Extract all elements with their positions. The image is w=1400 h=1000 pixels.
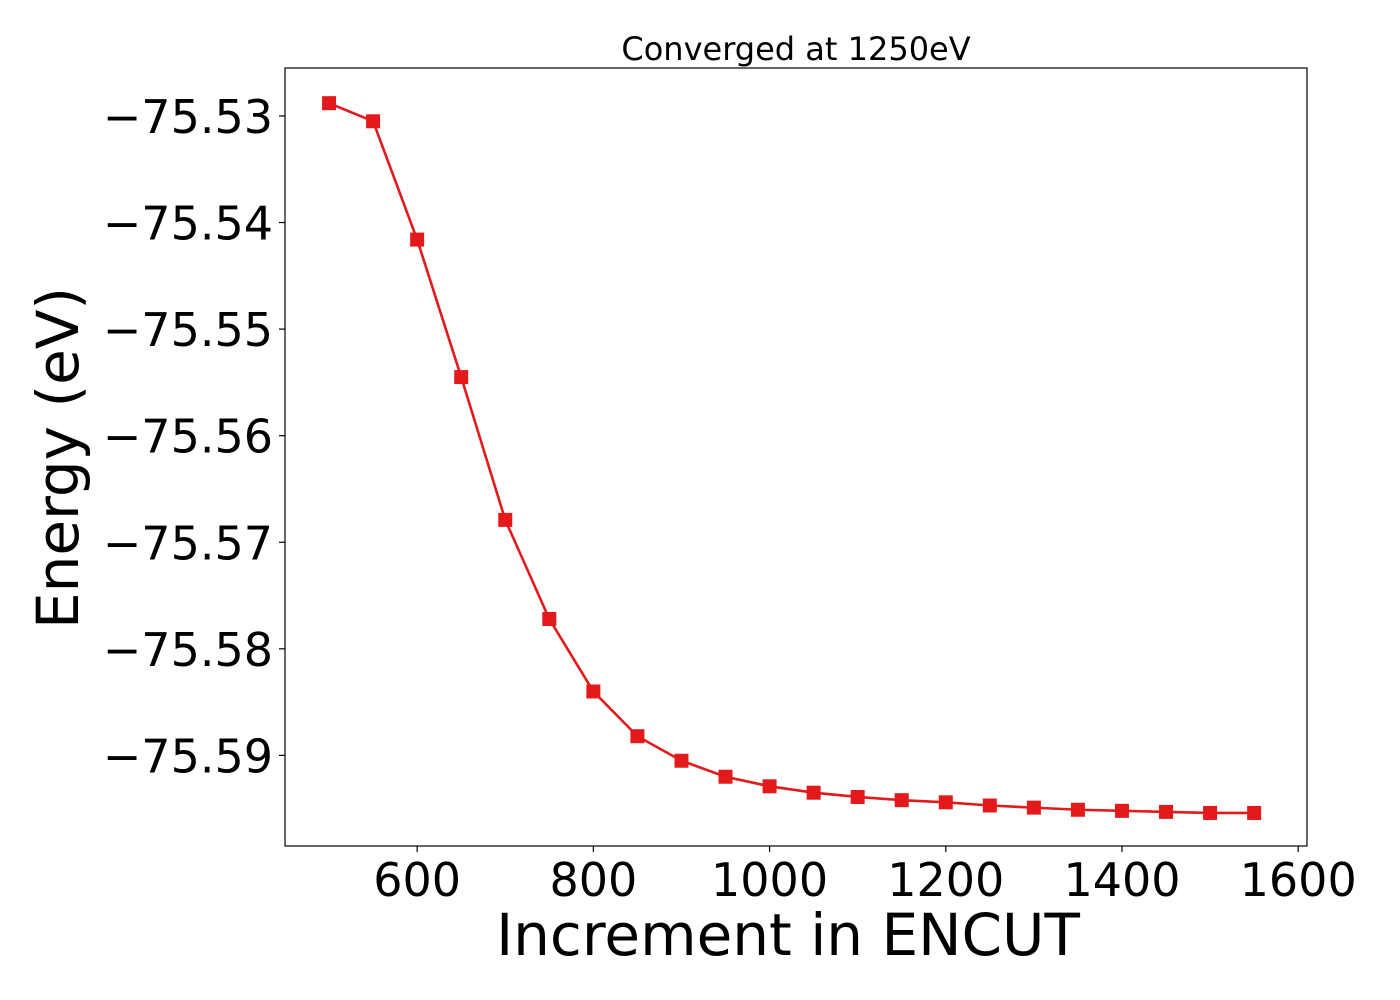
x-tick-label: 1000 — [711, 853, 828, 907]
data-point — [1159, 804, 1174, 819]
data-point — [1203, 805, 1218, 820]
data-point — [454, 370, 469, 385]
data-series — [322, 96, 1262, 820]
data-point — [410, 232, 425, 247]
data-point — [542, 611, 557, 626]
data-point — [718, 769, 733, 784]
x-axis-title: Increment in ENCUT — [496, 901, 1080, 969]
data-point — [630, 729, 645, 744]
y-axis-title: Energy (eV) — [24, 287, 92, 629]
y-tick-label: −75.58 — [103, 623, 273, 677]
data-point — [1070, 802, 1085, 817]
y-tick-label: −75.59 — [103, 729, 273, 783]
y-tick-label: −75.54 — [103, 197, 273, 251]
data-point — [674, 753, 689, 768]
data-point — [894, 793, 909, 808]
y-tick-label: −75.57 — [103, 516, 273, 570]
data-point — [586, 684, 601, 699]
data-point — [322, 96, 337, 111]
data-point — [982, 798, 997, 813]
data-point — [1247, 805, 1262, 820]
x-tick-label: 1400 — [1063, 853, 1180, 907]
data-point — [938, 795, 953, 810]
x-tick-label: 1600 — [1240, 853, 1357, 907]
y-tick-label: −75.56 — [103, 410, 273, 464]
data-point — [1114, 803, 1129, 818]
x-tick-label: 1200 — [887, 853, 1004, 907]
series-line — [328, 101, 1255, 815]
y-tick-label: −75.55 — [103, 303, 273, 357]
axis-ticks: 600 800 1000 1200 1400 1600 −75.53 −75.54 −75.55… — [103, 90, 1357, 907]
chart-title: Converged at 1250eV — [621, 30, 970, 68]
data-point — [366, 114, 381, 129]
data-point — [850, 789, 865, 804]
data-point — [762, 779, 777, 794]
y-tick-label: −75.53 — [103, 90, 273, 144]
data-point — [1026, 800, 1041, 815]
plot-area — [284, 67, 1308, 847]
x-tick-label: 800 — [549, 853, 637, 907]
data-point — [498, 512, 513, 527]
data-point — [806, 785, 821, 800]
x-tick-label: 600 — [373, 853, 461, 907]
